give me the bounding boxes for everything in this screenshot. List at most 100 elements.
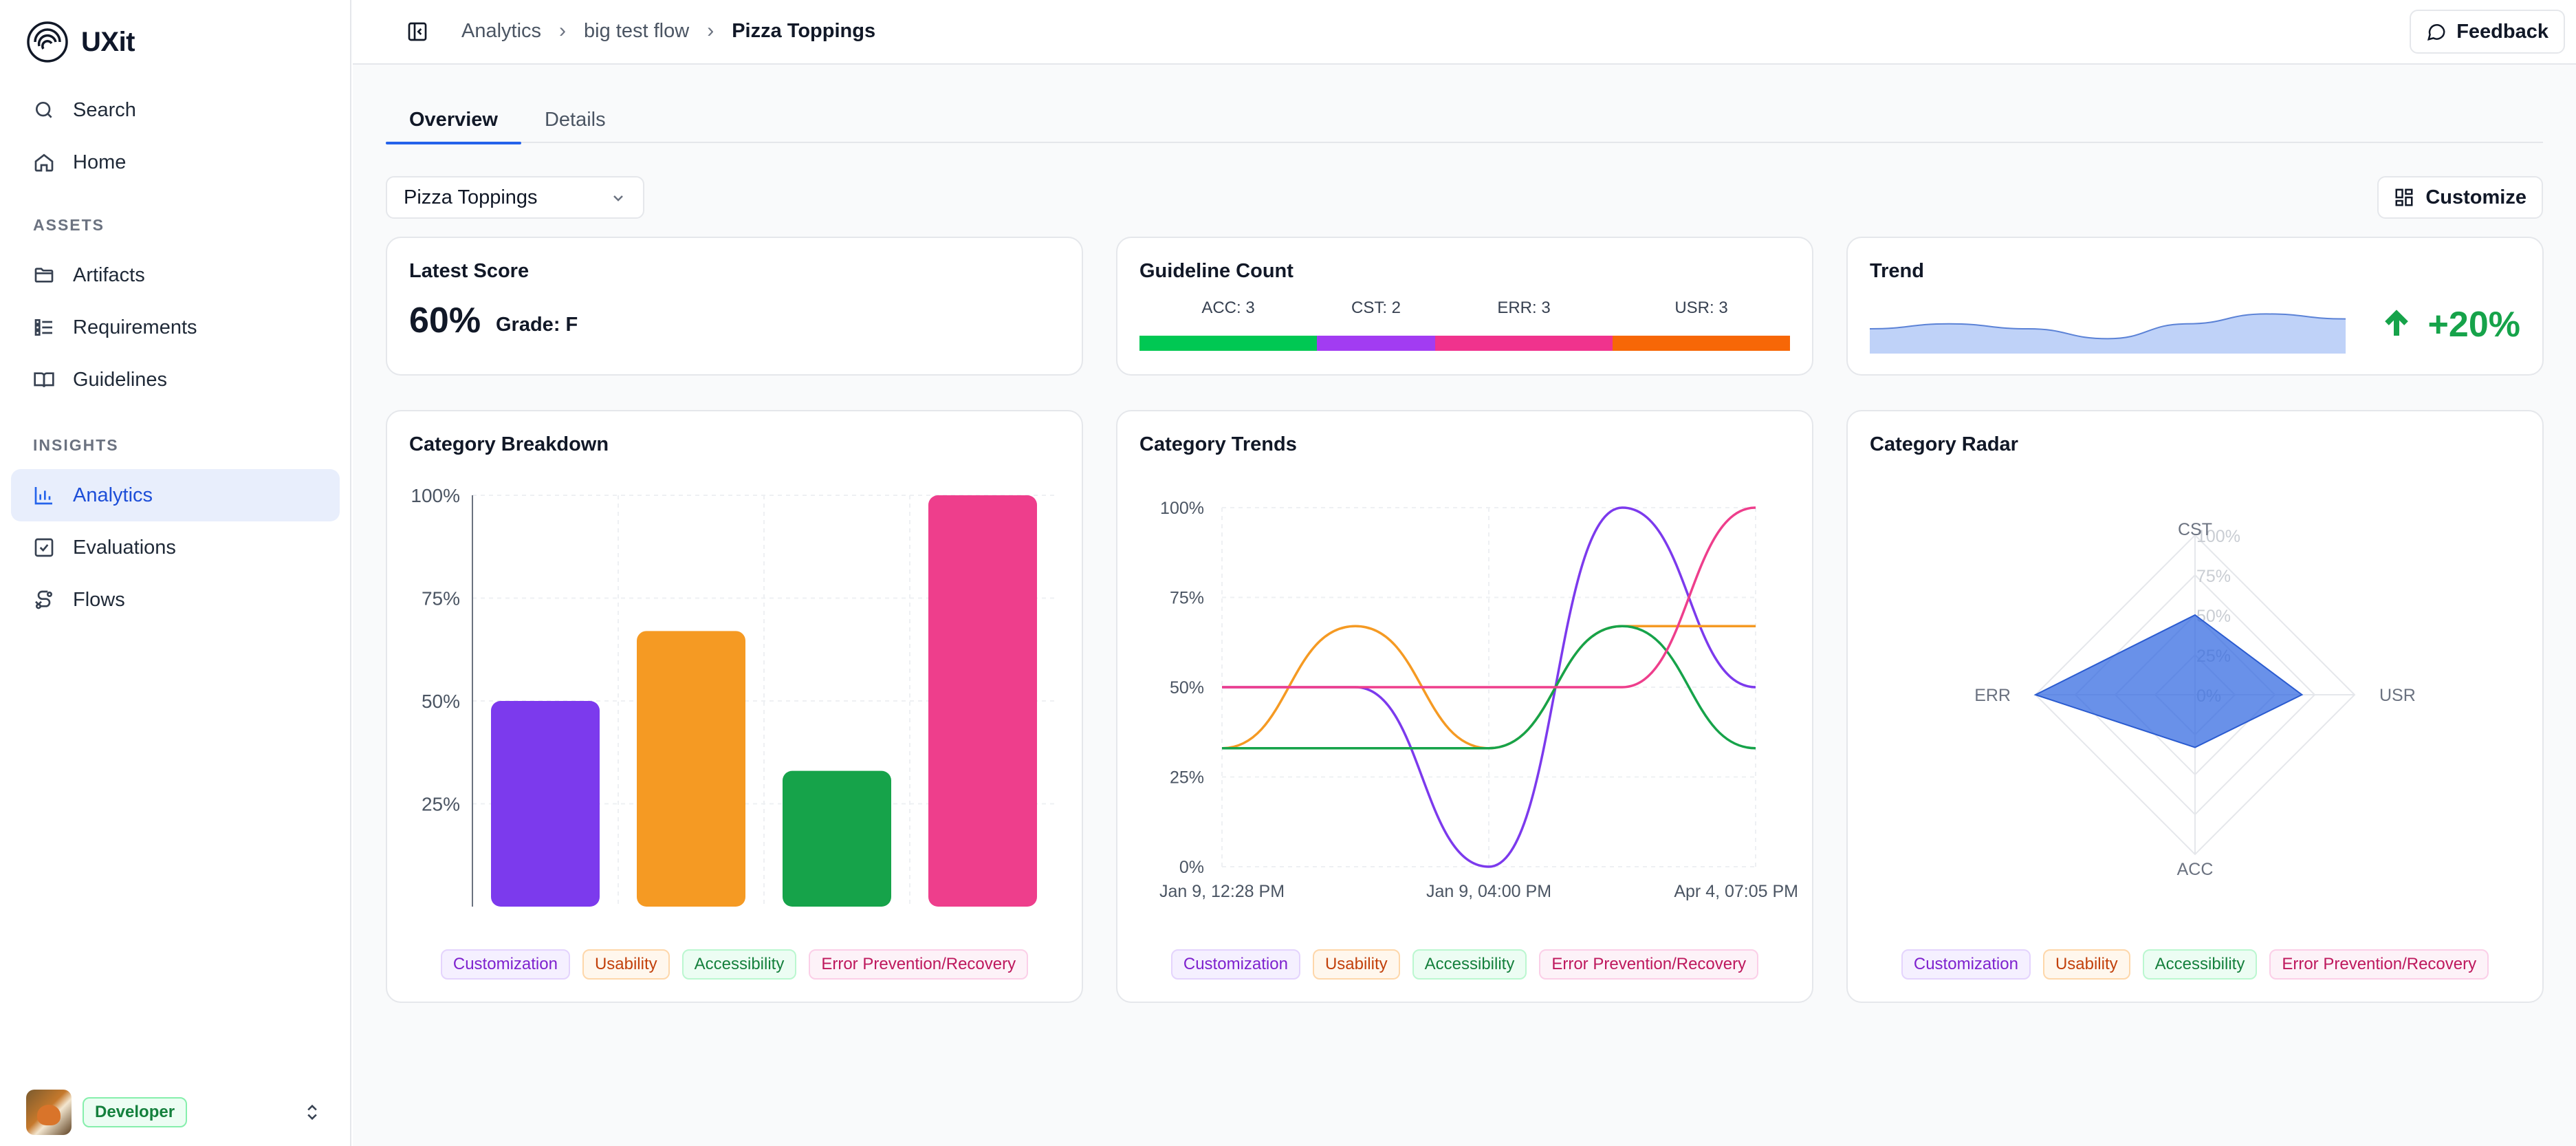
series-line bbox=[1221, 625, 1756, 750]
folder-icon bbox=[34, 268, 54, 283]
legend-chip[interactable]: Error Prevention/Recovery bbox=[809, 949, 1029, 980]
trend-card: Trend +20% bbox=[1846, 237, 2544, 376]
legend-chip[interactable]: Error Prevention/Recovery bbox=[2269, 949, 2489, 980]
sidebar-item-label: Analytics bbox=[73, 484, 153, 506]
brand[interactable]: UXit bbox=[26, 21, 135, 63]
feedback-label: Feedback bbox=[2456, 20, 2548, 43]
legend-chip[interactable]: Usability bbox=[582, 949, 670, 980]
chevron-down-icon bbox=[613, 195, 623, 202]
category-radar-card: Category Radar 0%25%50%75%100%CSTUSRACCE… bbox=[1846, 410, 2544, 1003]
guideline-count-card: Guideline Count ACC: 3 CST: 2 ERR: 3 USR: 3 bbox=[1116, 237, 1813, 376]
home-icon bbox=[34, 153, 54, 172]
card-title: Trend bbox=[1870, 260, 1924, 282]
guideline-segment bbox=[1435, 336, 1613, 351]
sidebar-item-analytics[interactable]: Analytics bbox=[11, 469, 340, 521]
legend-chip[interactable]: Usability bbox=[2042, 949, 2130, 980]
category-trends-chart: 0% 25% 50% 75% 100% Jan 9, 12:28 PM Jan 9, 04:… bbox=[1159, 499, 1798, 901]
sidebar-item-requirements[interactable]: Requirements bbox=[11, 301, 340, 354]
legend-chip[interactable]: Accessibility bbox=[2142, 949, 2258, 980]
trend-delta-value: +20% bbox=[2427, 305, 2520, 345]
legend: Customization Usability Accessibility Er… bbox=[387, 949, 1082, 980]
section-label-insights: INSIGHTS bbox=[33, 436, 119, 454]
guideline-count-bar bbox=[1139, 336, 1790, 351]
message-circle-icon bbox=[2427, 24, 2445, 41]
x-tick-label: Apr 4, 07:05 PM bbox=[1674, 882, 1798, 901]
trend-area bbox=[1870, 314, 2346, 354]
y-tick-label: 25% bbox=[422, 794, 460, 815]
flow-select-value: Pizza Toppings bbox=[404, 186, 538, 208]
arrow-up-icon bbox=[2384, 310, 2408, 336]
guideline-segment-label: CST: 2 bbox=[1351, 299, 1401, 317]
x-tick-label: Jan 9, 04:00 PM bbox=[1426, 882, 1551, 901]
bar bbox=[783, 770, 891, 907]
guideline-segment bbox=[1613, 336, 1790, 351]
flow-select[interactable]: Pizza Toppings bbox=[386, 176, 644, 219]
radar-axis-label: ACC bbox=[2177, 860, 2214, 879]
radar-tick-label: 75% bbox=[2196, 567, 2231, 586]
feedback-button[interactable]: Feedback bbox=[2410, 10, 2565, 54]
top-bar: Analytics › big test flow › Pizza Toppin… bbox=[353, 0, 2576, 65]
sidebar-item-guidelines[interactable]: Guidelines bbox=[11, 354, 340, 406]
guideline-segment-label: USR: 3 bbox=[1674, 299, 1728, 317]
legend: Customization Usability Accessibility Er… bbox=[1117, 949, 1812, 980]
chevron-up-down-icon bbox=[307, 1104, 317, 1121]
breadcrumb-flow[interactable]: big test flow bbox=[584, 19, 690, 42]
user-menu[interactable]: Developer bbox=[26, 1090, 329, 1135]
radar-axis-label: CST bbox=[2178, 520, 2212, 539]
app-name: UXit bbox=[81, 26, 135, 57]
radar-axis-label: USR bbox=[2379, 686, 2416, 705]
role-badge: Developer bbox=[83, 1097, 188, 1127]
avatar bbox=[26, 1090, 72, 1135]
main-content: Analytics › big test flow › Pizza Toppin… bbox=[353, 0, 2576, 1146]
bar bbox=[637, 631, 745, 907]
legend-chip[interactable]: Error Prevention/Recovery bbox=[1539, 949, 1759, 980]
bar bbox=[928, 495, 1037, 907]
layout-grid-icon bbox=[2395, 188, 2413, 206]
sidebar-item-evaluations[interactable]: Evaluations bbox=[11, 521, 340, 574]
sidebar-item-search[interactable]: Search bbox=[11, 84, 340, 136]
trend-sparkline bbox=[1870, 313, 2346, 354]
radar-axis-label: ERR bbox=[1974, 686, 2011, 705]
tab-details[interactable]: Details bbox=[544, 108, 606, 131]
card-title: Guideline Count bbox=[1139, 260, 1294, 282]
customize-button[interactable]: Customize bbox=[2377, 176, 2543, 219]
breadcrumb-analytics[interactable]: Analytics bbox=[461, 19, 542, 42]
card-title: Latest Score bbox=[409, 260, 530, 282]
sidebar-item-artifacts[interactable]: Artifacts bbox=[11, 249, 340, 301]
uxit-logo-icon bbox=[27, 21, 68, 63]
radar-area bbox=[2033, 614, 2304, 748]
legend-chip[interactable]: Usability bbox=[1312, 949, 1400, 980]
y-tick-label: 100% bbox=[411, 485, 460, 506]
y-tick-label: 0% bbox=[1179, 858, 1204, 877]
sidebar-item-flows[interactable]: Flows bbox=[11, 574, 340, 626]
sidebar-item-label: Home bbox=[73, 151, 127, 173]
sidebar-item-home[interactable]: Home bbox=[11, 136, 340, 188]
y-tick-label: 25% bbox=[1170, 768, 1204, 788]
y-tick-label: 100% bbox=[1160, 499, 1204, 518]
legend-chip[interactable]: Customization bbox=[1170, 949, 1300, 980]
sidebar: UXit Search Home ASSETS Artifacts Requir… bbox=[0, 0, 351, 1146]
latest-score-value: 60% bbox=[409, 301, 481, 340]
legend-chip[interactable]: Accessibility bbox=[1412, 949, 1527, 980]
legend-chip[interactable]: Customization bbox=[1901, 949, 2031, 980]
y-tick-label: 50% bbox=[422, 691, 460, 712]
legend-chip[interactable]: Customization bbox=[440, 949, 570, 980]
bar-chart-icon bbox=[34, 487, 52, 505]
breadcrumb-separator-icon: › bbox=[559, 19, 567, 42]
guideline-segment bbox=[1317, 336, 1435, 351]
sidebar-toggle-icon[interactable] bbox=[406, 21, 428, 43]
sidebar-insights-nav: Analytics Evaluations Flows bbox=[11, 469, 340, 626]
sidebar-item-label: Flows bbox=[73, 588, 125, 611]
y-tick-label: 75% bbox=[422, 588, 460, 609]
latest-score-grade: Grade: F bbox=[496, 314, 578, 336]
trend-line bbox=[1870, 313, 2346, 340]
card-title: Category Breakdown bbox=[409, 433, 609, 455]
guideline-segment-label: ERR: 3 bbox=[1497, 299, 1551, 317]
guideline-segment-label: ACC: 3 bbox=[1201, 299, 1255, 317]
tab-overview[interactable]: Overview bbox=[386, 96, 521, 144]
search-icon bbox=[36, 102, 52, 118]
sidebar-assets-nav: Artifacts Requirements Guidelines bbox=[11, 249, 340, 406]
legend-chip[interactable]: Accessibility bbox=[681, 949, 797, 980]
latest-score-card: Latest Score 60% Grade: F bbox=[386, 237, 1083, 376]
